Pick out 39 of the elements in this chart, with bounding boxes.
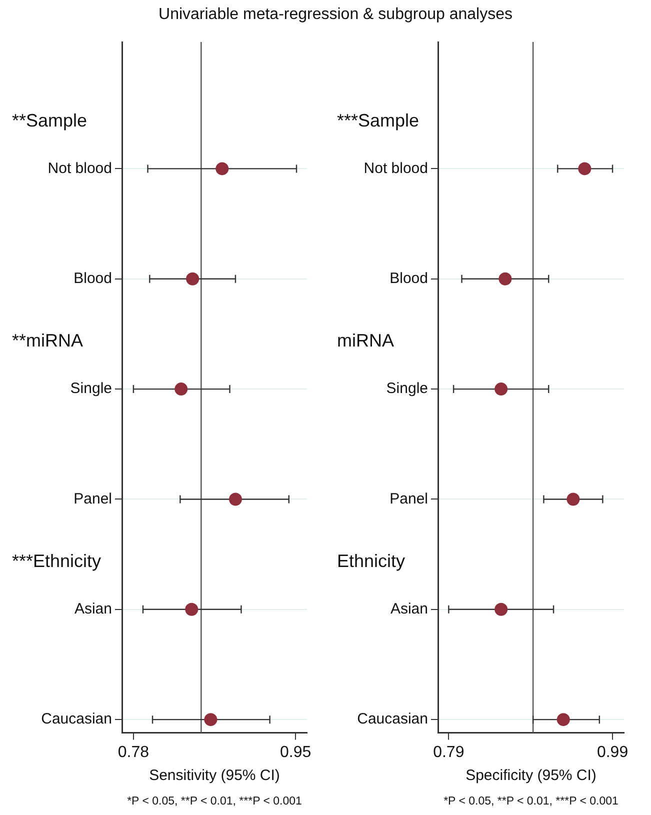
y-tick-label: Caucasian [41, 710, 112, 728]
text: ***Ethnicity [12, 550, 102, 571]
y-tick-label: Not blood [48, 160, 112, 177]
x-tick-label: 0.99 [596, 744, 628, 761]
y-tick-label: Asian [390, 600, 428, 618]
point [186, 272, 200, 286]
x-tick-label: 0.78 [118, 744, 150, 761]
point [228, 492, 242, 506]
x-axis-title: Specificity (95% CI) [466, 767, 596, 784]
text: **Sample [12, 110, 88, 130]
y-tick-label: Caucasian [357, 710, 428, 728]
point [216, 162, 229, 176]
point [498, 272, 512, 286]
x-axis-title: Sensitivity (95% CI) [149, 767, 280, 784]
y-tick-label: Panel [74, 490, 112, 508]
chart-title: Univariable meta-regression & subgroup analyses [158, 5, 514, 25]
y-tick-label: Not blood [364, 160, 428, 177]
text: **miRNA [12, 330, 84, 351]
point [494, 382, 508, 396]
y-tick-label: Asian [74, 600, 112, 618]
y-tick-label: Blood [390, 270, 428, 288]
point [556, 713, 570, 726]
y-tick-label: Single [70, 380, 112, 398]
point [174, 382, 188, 396]
text: *P < 0.05, **P < 0.01, ***P < 0.001 [444, 795, 618, 808]
text: miRNA [337, 330, 394, 351]
y-tick-label: Blood [74, 270, 112, 288]
point [578, 162, 592, 176]
text: ***Sample [337, 110, 420, 130]
point [566, 492, 580, 506]
point [204, 713, 218, 726]
y-tick-label: Single [386, 380, 428, 398]
y-tick-label: Panel [390, 490, 428, 508]
point [494, 602, 508, 616]
point [185, 602, 198, 616]
text: Ethnicity [337, 550, 406, 571]
x-tick-label: 0.79 [433, 744, 464, 761]
text: *P < 0.05, **P < 0.01, ***P < 0.001 [127, 795, 302, 808]
x-tick-label: 0.95 [280, 744, 312, 761]
